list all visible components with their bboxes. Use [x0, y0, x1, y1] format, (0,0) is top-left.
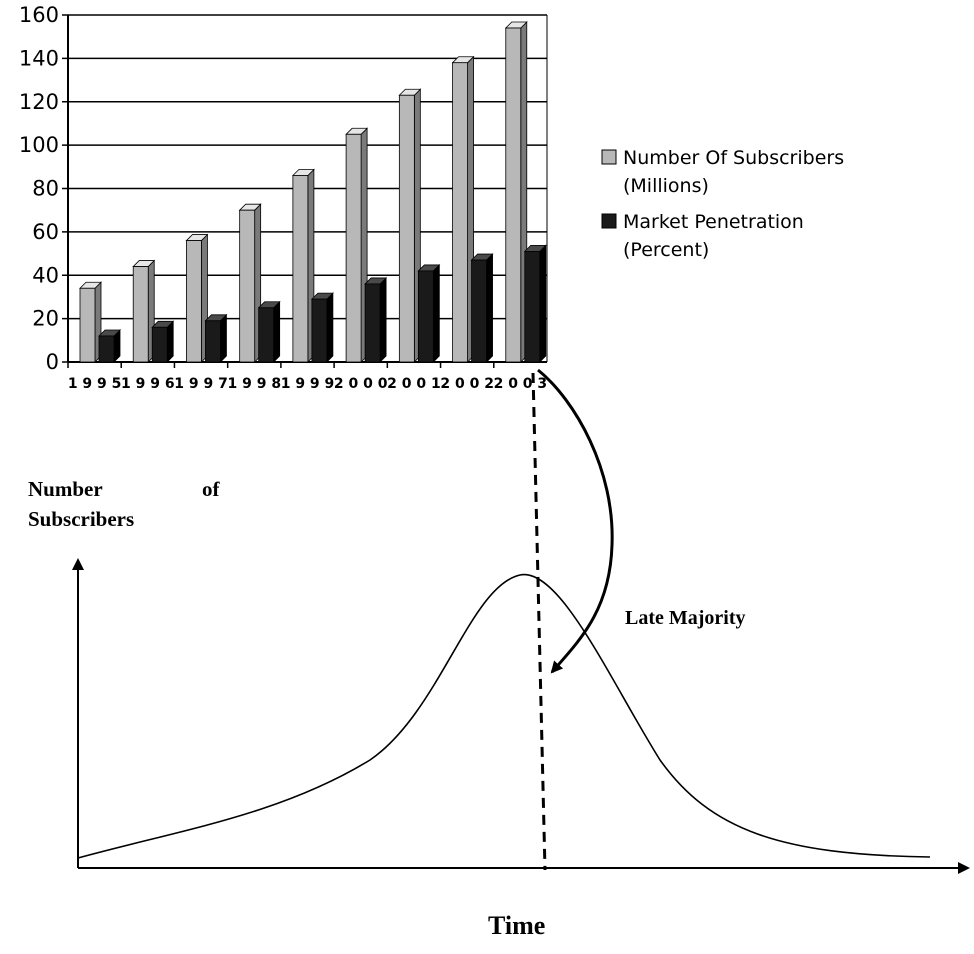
bell-curve	[77, 574, 931, 859]
connector-arrow	[537, 368, 614, 674]
bar-2000-penetration	[364, 276, 388, 363]
bar-1997-penetration	[204, 313, 228, 363]
bar-1998-penetration	[257, 300, 281, 363]
y-tick-label: 40	[32, 263, 59, 287]
x-axis-label-time: Time	[488, 911, 545, 940]
legend-unit-penetration: (Percent)	[623, 239, 709, 261]
annotation-late-majority: Late Majority	[625, 607, 746, 629]
y-tick-label: 20	[32, 307, 59, 331]
x-tick-label: 1 9 9 5	[68, 376, 122, 392]
x-tick-label: 2 0 0 0	[334, 376, 388, 392]
bar-series	[79, 21, 547, 363]
bar-2003-subscribers	[504, 21, 528, 363]
bar-1999-penetration	[310, 292, 334, 363]
y-axis-label-subscribers: Subscribers	[28, 507, 134, 531]
bar-1995-penetration	[98, 329, 121, 363]
y-tick-label: 0	[46, 350, 59, 374]
bar-1995-subscribers	[79, 281, 102, 363]
bar-2000-subscribers	[345, 127, 369, 363]
x-tick-label: 1 9 9 8	[227, 376, 281, 392]
bar-2003-penetration	[523, 244, 547, 363]
bar-2002-subscribers	[451, 55, 475, 363]
y-axis-label-of: of	[202, 477, 221, 501]
x-tick-label: 1 9 9 6	[121, 376, 175, 392]
legend-swatch-subscribers	[601, 149, 617, 165]
x-tick-label: 2 0 0 3	[494, 376, 548, 392]
legend-unit-subscribers: (Millions)	[623, 175, 709, 197]
y-tick-label: 100	[19, 133, 59, 157]
x-tick-label: 1 9 9 9	[281, 376, 335, 392]
y-tick-label: 140	[19, 46, 59, 70]
bar-2001-penetration	[417, 263, 441, 363]
x-tick-label: 2 0 0 1	[387, 376, 441, 392]
legend-label-subscribers: Number Of Subscribers	[623, 147, 844, 169]
legend-label-penetration: Market Penetration	[623, 211, 804, 233]
legend-swatch-penetration	[601, 213, 617, 229]
bar-1996-subscribers	[132, 259, 156, 363]
bar-1999-subscribers	[291, 168, 315, 363]
dashed-guide-line	[531, 372, 547, 871]
bar-2002-penetration	[470, 253, 494, 363]
x-tick-label: 2 0 0 2	[440, 376, 494, 392]
bar-2001-subscribers	[398, 88, 422, 363]
y-tick-label: 60	[32, 220, 59, 244]
y-axis-label-number: Number	[28, 477, 103, 501]
y-tick-label: 160	[19, 3, 59, 27]
bar-1996-penetration	[151, 320, 175, 363]
chart-legend: Number Of Subscribers (Millions) Market …	[601, 147, 844, 261]
x-tick-label: 1 9 9 7	[174, 376, 228, 392]
y-tick-label: 120	[19, 90, 59, 114]
y-tick-label: 80	[32, 177, 59, 201]
bar-1998-subscribers	[238, 203, 262, 363]
bar-1997-subscribers	[185, 233, 209, 363]
